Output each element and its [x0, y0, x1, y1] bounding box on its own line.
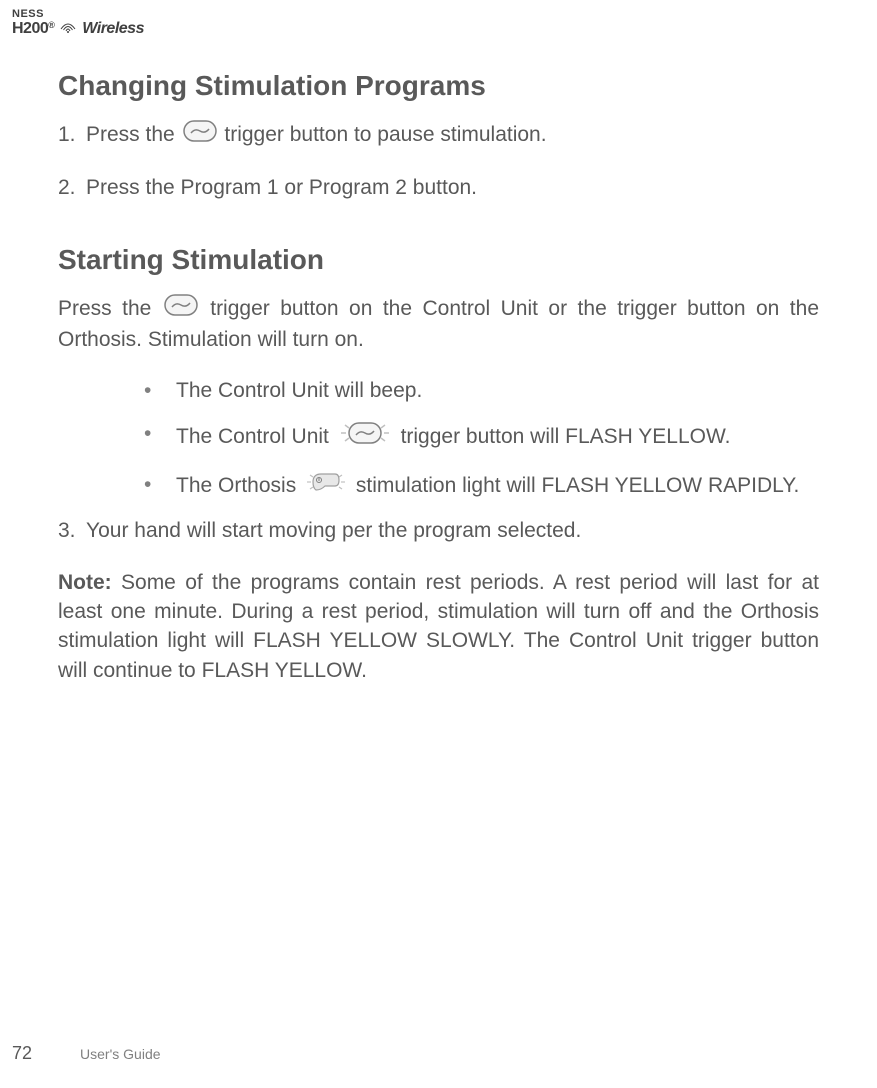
footer-title: User's Guide [80, 1046, 160, 1062]
note-label: Note: [58, 571, 112, 594]
intro-paragraph: Press the trigger button on the Control … [58, 294, 819, 354]
bullet-after: stimulation light will FLASH YELLOW RAPI… [350, 474, 799, 497]
section-heading-starting: Starting Stimulation [58, 244, 819, 276]
step-2: 2. Press the Program 1 or Program 2 butt… [58, 173, 819, 202]
trigger-button-icon [183, 120, 217, 150]
bullet-marker: • [144, 376, 176, 405]
bullet-text: The Control Unit will beep. [176, 376, 819, 405]
bullet-marker: • [144, 470, 176, 502]
step-1: 1. Press the trigger button to pause sti… [58, 120, 819, 151]
orthosis-light-icon [304, 470, 348, 502]
page-number: 72 [12, 1043, 32, 1064]
step-3: 3. Your hand will start moving per the p… [58, 516, 819, 545]
step-text-before: Press the [86, 123, 181, 146]
model-prefix: H200 [12, 20, 48, 37]
bullet-list: • The Control Unit will beep. • The Cont… [144, 376, 819, 502]
bullet-before: The Orthosis [176, 474, 302, 497]
bullet-item: • The Control Unit will beep. [144, 376, 819, 405]
step-text: Your hand will start moving per the prog… [86, 516, 581, 545]
bullet-text: The Orthosis stimulation light will FLAS… [176, 470, 819, 502]
bullet-text: The Control Unit trigger button will FLA… [176, 419, 819, 455]
note-body: Some of the programs contain rest period… [58, 571, 819, 682]
note-paragraph: Note: Some of the programs contain rest … [58, 568, 819, 686]
bullet-after: trigger button will FLASH YELLOW. [395, 425, 731, 448]
bullet-marker: • [144, 419, 176, 455]
step-text-after: trigger button to pause stimulation. [219, 123, 547, 146]
intro-before: Press the [58, 297, 162, 320]
bullet-before: The Control Unit [176, 425, 335, 448]
page-content: Changing Stimulation Programs 1. Press t… [0, 0, 877, 685]
model-label: H200® Wireless [12, 20, 144, 38]
wifi-icon [60, 20, 76, 38]
bullet-item: • The Orthosis stimulation light wil [144, 470, 819, 502]
wireless-label: Wireless [82, 20, 144, 37]
section-heading-changing: Changing Stimulation Programs [58, 70, 819, 102]
trigger-button-icon [164, 294, 198, 324]
step-number: 3. [58, 516, 86, 545]
bullet-item: • The Control Unit trigger button will F… [144, 419, 819, 455]
step-number: 1. [58, 120, 86, 151]
trigger-button-flash-icon [337, 419, 393, 455]
step-text: Press the trigger button to pause stimul… [86, 120, 547, 151]
registered-mark: ® [48, 20, 54, 30]
brand-label: NESS [12, 8, 44, 20]
step-text: Press the Program 1 or Program 2 button. [86, 173, 477, 202]
page-footer: 72 User's Guide [12, 1043, 161, 1064]
step-number: 2. [58, 173, 86, 202]
